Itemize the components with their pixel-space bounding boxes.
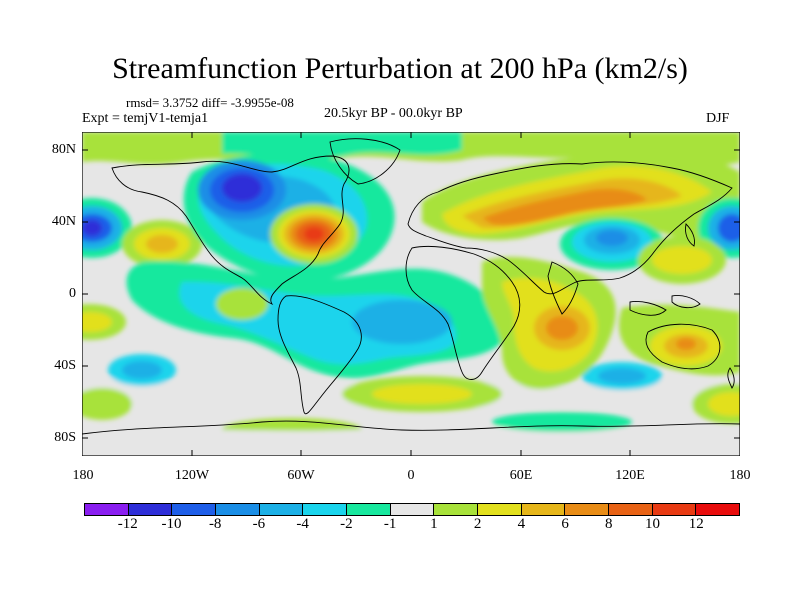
colorbar-swatch-2	[172, 504, 217, 515]
colorbar-swatch-13	[652, 504, 697, 515]
period-label: 20.5kyr BP - 00.0kyr BP	[324, 106, 463, 121]
coastlines	[82, 138, 740, 435]
colorbar-swatch-0	[85, 504, 129, 515]
lon-label-0: 0	[407, 468, 415, 483]
contour-fields	[82, 132, 740, 456]
colorbar-swatch-1	[128, 504, 173, 515]
colorbar-label-6: -1	[383, 516, 397, 532]
axis-ticks	[82, 132, 740, 456]
colorbar-label-0: -12	[117, 516, 138, 532]
colorbar-label-1: -10	[161, 516, 182, 532]
colorbar-label-5: -2	[340, 516, 353, 532]
colorbar-label-9: 4	[517, 516, 526, 532]
season-label: DJF	[706, 111, 730, 126]
colorbar-swatch-4	[259, 504, 304, 515]
colorbar-label-8: 2	[473, 516, 482, 532]
lat-label-40s: 40S	[54, 358, 76, 373]
colorbar-label-13: 12	[688, 516, 704, 532]
colorbar	[84, 503, 740, 516]
colorbar-swatch-6	[347, 504, 391, 515]
colorbar-label-10: 6	[561, 516, 569, 532]
colorbar-swatch-14	[696, 504, 740, 515]
colorbar-swatch-11	[565, 504, 610, 515]
lat-label-40n: 40N	[51, 214, 76, 229]
colorbar-label-12: 10	[645, 516, 661, 532]
colorbar-swatch-8	[434, 504, 479, 515]
plot-title: Streamfunction Perturbation at 200 hPa (…	[112, 52, 688, 85]
lon-label-120e: 120E	[615, 468, 645, 483]
lon-label-60w: 60W	[287, 468, 315, 483]
colorbar-swatch-10	[521, 504, 566, 515]
colorbar-swatch-9	[478, 504, 522, 515]
lon-label-60e: 60E	[509, 468, 533, 483]
lon-label-180e: 180	[729, 468, 751, 483]
colorbar-label-3: -6	[252, 516, 266, 532]
colorbar-swatch-5	[303, 504, 348, 515]
stats-label: rmsd= 3.3752 diff= -3.9955e-08	[126, 95, 294, 110]
colorbar-label-2: -8	[208, 516, 222, 532]
colorbar-swatch-3	[216, 504, 260, 515]
experiment-label: Expt = temjV1-temja1	[82, 111, 209, 126]
colorbar-swatch-12	[609, 504, 653, 515]
streamfunction-map	[82, 132, 740, 456]
lon-label-120w: 120W	[174, 468, 210, 483]
colorbar-label-4: -4	[296, 516, 309, 532]
lat-label-80s: 80S	[54, 430, 76, 445]
lon-label-180w: 180	[72, 468, 94, 483]
lat-label-80n: 80N	[51, 142, 76, 157]
colorbar-label-7: 1	[430, 516, 438, 532]
colorbar-label-11: 8	[605, 516, 613, 532]
lat-label-0: 0	[69, 286, 76, 301]
colorbar-swatch-7	[390, 504, 435, 515]
